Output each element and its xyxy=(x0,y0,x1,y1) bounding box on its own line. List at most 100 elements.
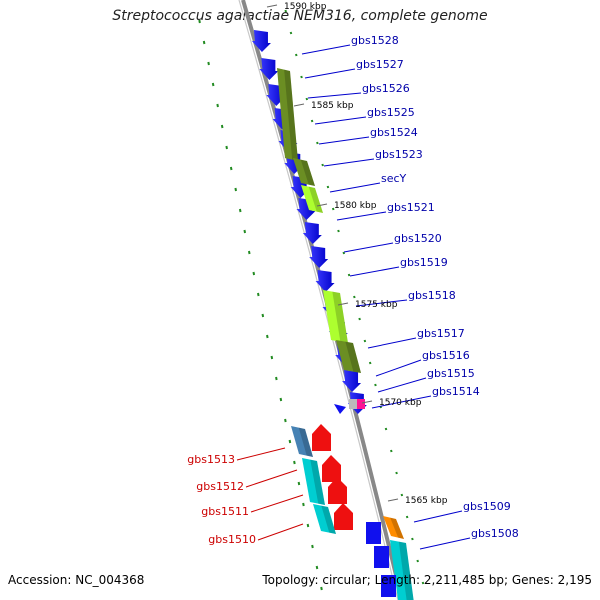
cyan-feature xyxy=(313,504,336,534)
leader-line xyxy=(355,299,408,307)
forward-gene-arrow xyxy=(334,404,346,414)
leader-line xyxy=(318,136,370,145)
inner-tick xyxy=(321,163,324,167)
grey-feature xyxy=(349,399,358,409)
leader-line xyxy=(323,158,375,167)
cyan-feature-body xyxy=(313,504,336,534)
reverse-gene-arrow xyxy=(328,477,347,504)
map-title: Streptococcus agalactiae NEM316, complet… xyxy=(112,8,488,24)
position-tick-label: 1585 kbp xyxy=(311,101,354,111)
outer-tick xyxy=(297,481,301,486)
position-tick xyxy=(316,203,328,207)
outer-tick xyxy=(275,376,278,381)
gene-label: gbs1510 xyxy=(208,533,256,546)
gene-label: gbs1523 xyxy=(375,148,423,161)
gene-labels: gbs1528 gbs1527 gbs1526 gbs1525 gbs1524 gbs15… xyxy=(187,34,518,546)
outer-tick xyxy=(288,439,292,444)
inner-tick xyxy=(342,251,346,255)
outer-tick xyxy=(216,103,219,108)
inner-tick xyxy=(289,31,293,35)
olive-feature xyxy=(277,68,298,161)
leader-line xyxy=(304,68,356,79)
inner-tick xyxy=(295,53,298,57)
outer-tick xyxy=(257,292,260,297)
outer-tick xyxy=(207,61,210,66)
outer-tick xyxy=(220,124,224,129)
lime-feature-shade xyxy=(332,291,348,343)
inner-tick-marks xyxy=(284,9,425,585)
inner-tick xyxy=(310,119,314,123)
forward-gene-arrow xyxy=(381,575,396,597)
gene-label: gbs1511 xyxy=(201,505,249,518)
gene-label: gbs1508 xyxy=(471,527,519,540)
inner-tick xyxy=(326,185,330,189)
orange-feature xyxy=(383,516,404,539)
reverse-gene-arrow xyxy=(334,503,353,530)
leader-line xyxy=(367,337,417,349)
outer-tick xyxy=(293,460,296,465)
gene-label: gbs1521 xyxy=(387,201,435,214)
cyan-feature xyxy=(390,540,414,600)
inner-tick xyxy=(374,383,377,387)
inner-tick xyxy=(316,141,319,145)
forward-gene-arrow xyxy=(366,522,381,544)
position-ticks: 1590 kbp 1585 kbp 1580 kbp 1575 kbp 1570 kbp… xyxy=(266,2,448,506)
position-tick xyxy=(387,498,399,502)
gene-label: gbs1512 xyxy=(196,480,244,493)
orange-feature-body xyxy=(383,516,404,539)
outer-tick xyxy=(302,502,305,507)
gene-label: gbs1525 xyxy=(367,106,415,119)
inner-tick xyxy=(411,537,414,541)
leader-line xyxy=(377,377,427,393)
steelblue-feature-body xyxy=(291,426,313,457)
gene-label: gbs1515 xyxy=(427,367,475,380)
olive-feature-body xyxy=(336,340,361,373)
gene-label: gbs1509 xyxy=(463,500,511,513)
position-tick xyxy=(337,302,349,306)
forward-gene-arrow xyxy=(309,246,329,268)
position-tick xyxy=(293,103,305,107)
gene-label: gbs1518 xyxy=(408,289,456,302)
outer-tick xyxy=(306,523,310,528)
lime-feature-body xyxy=(323,290,348,343)
leader-line xyxy=(250,494,304,513)
inner-tick xyxy=(421,581,425,585)
magenta-feature xyxy=(357,399,365,409)
leader-line xyxy=(343,242,394,253)
outer-tick xyxy=(266,334,269,339)
cyan-feature xyxy=(302,458,325,505)
outer-tick xyxy=(261,313,265,318)
cyan-feature-body xyxy=(302,458,325,505)
forward-gene-arrow xyxy=(315,270,335,292)
olive-feature-shade xyxy=(345,341,361,373)
outer-tick xyxy=(202,40,206,45)
cyan-feature-body xyxy=(390,540,414,600)
leader-line xyxy=(301,44,351,55)
position-tick-label: 1565 kbp xyxy=(405,496,448,506)
inner-tick xyxy=(353,295,356,299)
outer-tick xyxy=(247,250,251,255)
outer-tick xyxy=(279,397,283,402)
accession-text: Accession: NC_004368 xyxy=(8,573,145,587)
gene-label: gbs1526 xyxy=(362,82,410,95)
inner-tick xyxy=(358,317,361,321)
forward-gene-arrow xyxy=(342,370,362,392)
position-tick-label: 1580 kbp xyxy=(334,201,377,211)
forward-gene-arrow xyxy=(302,222,322,244)
leader-line xyxy=(375,359,422,377)
outer-tick xyxy=(284,418,287,423)
olive-feature-body xyxy=(277,68,298,161)
inner-tick xyxy=(363,339,367,343)
leader-line xyxy=(307,92,362,99)
inner-tick xyxy=(390,449,393,453)
orange-feature-shade xyxy=(390,517,404,539)
position-tick xyxy=(361,400,373,404)
cyan-feature-shade xyxy=(310,459,325,505)
lime-feature-shade xyxy=(308,186,323,213)
olive-feature-shade xyxy=(284,69,298,161)
inner-tick xyxy=(347,273,351,277)
forward-gene-arrow xyxy=(259,58,279,80)
feature-track xyxy=(251,30,414,600)
leader-line xyxy=(413,510,463,523)
